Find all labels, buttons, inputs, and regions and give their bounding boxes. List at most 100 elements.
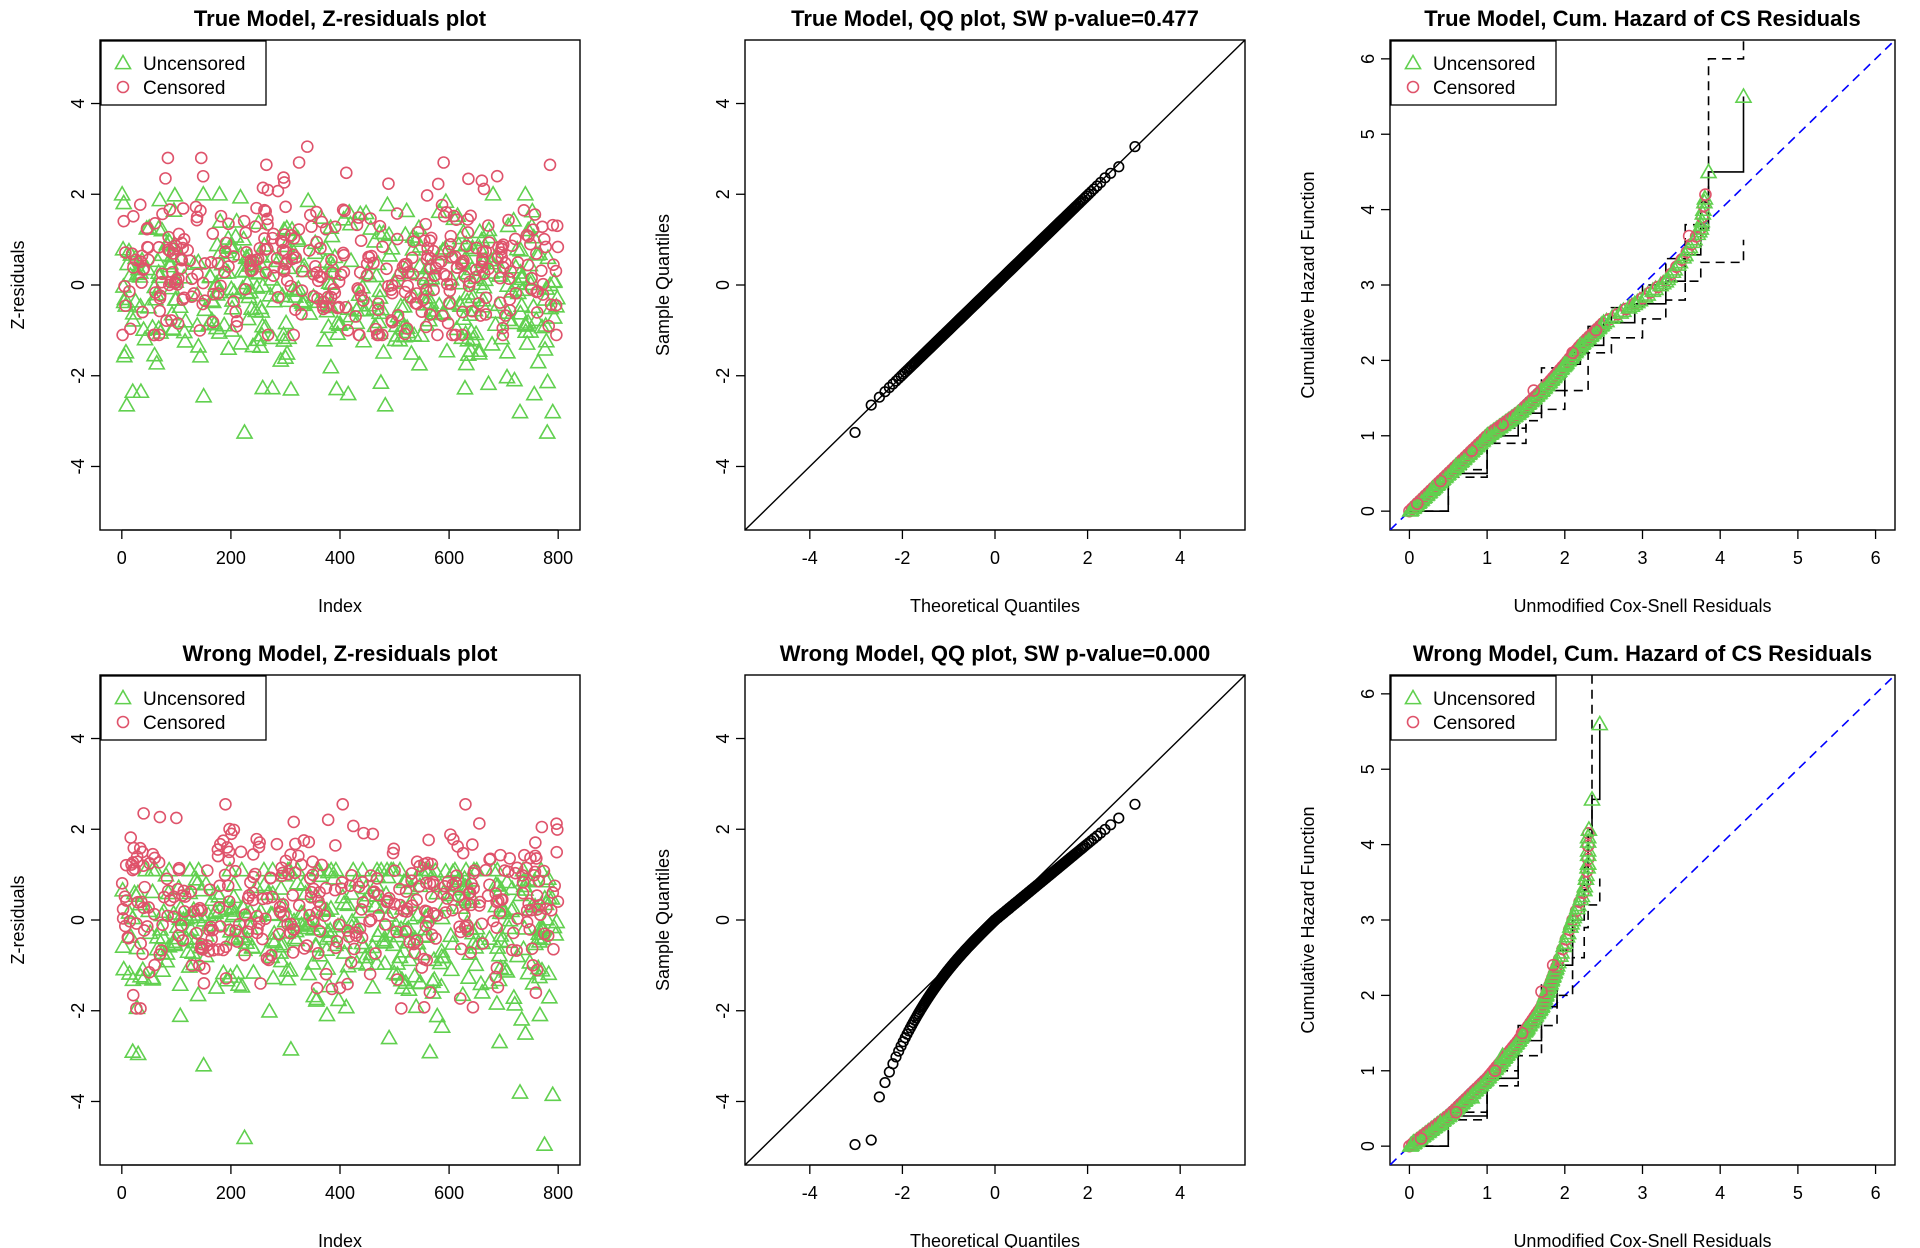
uncensored-point xyxy=(404,240,422,256)
censored-point xyxy=(373,219,387,233)
uncensored-point xyxy=(1423,479,1442,495)
censored-point xyxy=(338,204,351,218)
legend-censored-marker xyxy=(1406,80,1420,94)
censored-point xyxy=(466,838,479,851)
uncensored-point xyxy=(498,367,516,384)
uncensored-point xyxy=(210,323,229,339)
envelope-lower xyxy=(1409,878,1601,1147)
x-tick-label: 2 xyxy=(1083,548,1093,568)
censored-point xyxy=(127,841,141,855)
censored-point xyxy=(328,883,342,897)
uncensored-point xyxy=(181,860,199,877)
x-axis-label: Index xyxy=(318,596,362,616)
censored-point xyxy=(457,254,470,268)
x-tick-label: 0 xyxy=(990,1183,1000,1203)
censored-point xyxy=(246,848,260,861)
censored-point xyxy=(167,910,180,924)
censored-point xyxy=(123,914,137,928)
censored-point xyxy=(444,229,458,243)
censored-point xyxy=(399,885,413,898)
uncensored-point xyxy=(1404,498,1423,514)
censored-point xyxy=(319,222,333,236)
uncensored-point xyxy=(189,337,208,353)
uncensored-point xyxy=(320,976,338,993)
censored-point xyxy=(431,328,444,342)
censored-point xyxy=(227,823,241,837)
uncensored-point xyxy=(530,244,549,261)
uncensored-point xyxy=(504,211,523,227)
censored-point xyxy=(325,982,339,996)
censored-point xyxy=(187,905,200,918)
uncensored-point xyxy=(459,331,477,347)
uncensored-point xyxy=(516,1024,535,1040)
censored-point xyxy=(395,1002,408,1015)
uncensored-point xyxy=(165,186,184,202)
censored-point xyxy=(165,314,178,327)
censored-point xyxy=(213,879,226,893)
censored-point xyxy=(124,322,137,336)
censored-point xyxy=(466,1001,480,1014)
censored-point xyxy=(222,260,235,273)
uncensored-point xyxy=(546,925,565,941)
scatter-points xyxy=(113,798,566,1152)
censored-point xyxy=(511,256,525,269)
qq-point xyxy=(1105,819,1117,831)
censored-point xyxy=(238,948,251,962)
censored-point xyxy=(251,252,265,266)
y-tick-label: 4 xyxy=(68,99,88,109)
uncensored-point xyxy=(516,322,535,338)
censored-point xyxy=(164,275,177,289)
uncensored-point xyxy=(347,916,366,933)
uncensored-point xyxy=(113,185,131,201)
censored-point xyxy=(333,981,347,995)
uncensored-point xyxy=(160,937,178,953)
uncensored-point xyxy=(306,243,325,260)
x-tick-label: 0 xyxy=(117,1183,127,1203)
uncensored-point xyxy=(239,287,258,304)
censored-point xyxy=(425,928,439,942)
uncensored-point xyxy=(124,970,142,987)
censored-point xyxy=(516,876,530,889)
censored-point xyxy=(520,915,534,929)
censored-point xyxy=(163,893,177,907)
uncensored-point xyxy=(146,290,165,306)
censored-point xyxy=(350,218,364,232)
censored-point xyxy=(1566,346,1579,360)
uncensored-point xyxy=(321,358,340,374)
censored-point xyxy=(475,174,489,187)
uncensored-point xyxy=(1597,311,1616,328)
censored-point xyxy=(219,798,232,811)
censored-point xyxy=(443,296,456,310)
uncensored-point xyxy=(436,239,455,255)
censored-point xyxy=(261,218,274,231)
uncensored-point xyxy=(380,225,398,242)
censored-point xyxy=(382,891,396,905)
censored-point xyxy=(523,923,537,936)
legend-censored-label: Censored xyxy=(1433,713,1515,734)
uncensored-point xyxy=(244,336,262,353)
censored-point xyxy=(464,898,478,912)
censored-point xyxy=(122,931,135,945)
uncensored-point xyxy=(389,266,407,282)
censored-point xyxy=(304,891,318,904)
censored-point xyxy=(198,257,212,270)
uncensored-point xyxy=(206,903,225,920)
uncensored-point xyxy=(540,988,559,1004)
y-axis-label: Z-residuals xyxy=(8,240,28,329)
uncensored-point xyxy=(295,291,314,308)
censored-point xyxy=(123,285,136,298)
uncensored-point xyxy=(1734,87,1753,103)
censored-point xyxy=(222,895,236,908)
uncensored-point xyxy=(503,313,521,330)
censored-point xyxy=(443,284,457,298)
censored-point xyxy=(295,264,309,278)
x-tick-label: 4 xyxy=(1175,548,1185,568)
uncensored-point xyxy=(277,313,295,330)
censored-point xyxy=(510,944,523,957)
censored-point xyxy=(153,304,166,318)
y-tick-label: 2 xyxy=(713,189,733,199)
uncensored-point xyxy=(188,285,207,302)
censored-point xyxy=(481,219,495,232)
censored-point xyxy=(313,924,327,938)
uncensored-point xyxy=(233,897,252,914)
